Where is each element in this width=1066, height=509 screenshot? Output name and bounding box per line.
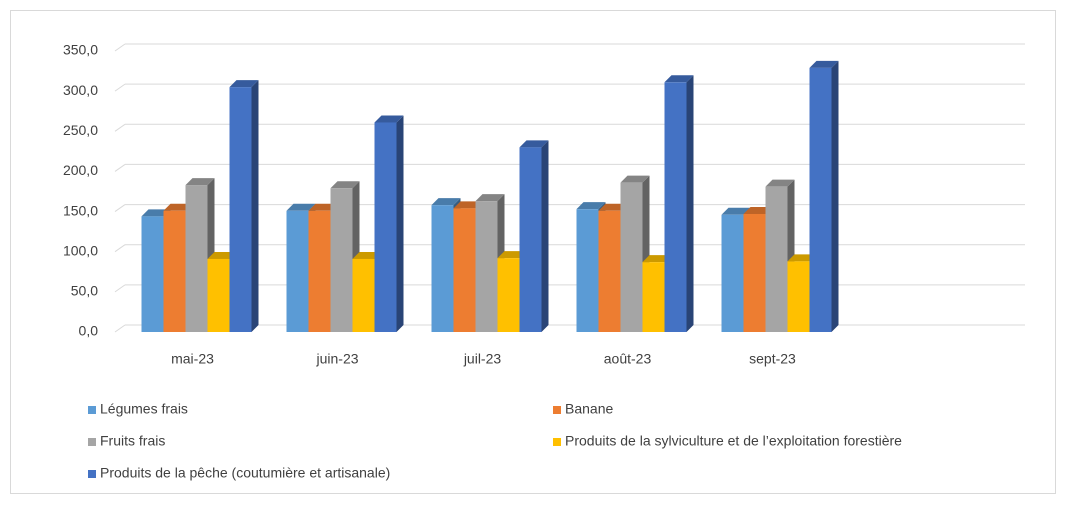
bar-top [308,203,338,211]
x-tick-label: juin-23 [315,351,358,367]
bar [352,258,375,332]
legend-swatch [88,406,96,414]
bar-top [163,203,193,211]
bar-top [453,201,483,209]
bar [497,258,520,332]
bar [141,216,164,332]
bar [330,188,353,332]
bar-top [286,203,316,211]
bar [431,205,454,332]
bar-top [330,181,360,189]
grid-line [114,244,126,253]
bar [765,186,788,332]
y-tick-label: 350,0 [63,42,98,58]
y-tick-label: 250,0 [63,122,98,138]
y-tick-label: 300,0 [63,82,98,98]
bar-top [475,194,505,202]
legend-swatch [553,438,561,446]
x-tick-label: août-23 [604,351,652,367]
bar-side [686,75,694,332]
bar-top [721,207,751,215]
bar [743,213,766,332]
bar [664,82,687,332]
bar [642,262,665,332]
bar-top [642,255,672,263]
bar [519,147,542,332]
grid-line [114,123,126,132]
y-tick-label: 100,0 [63,242,98,258]
x-tick-label: juil-23 [463,351,502,367]
bar-side [541,140,549,332]
bar-top [497,251,527,259]
grid-line [114,83,126,92]
legend-label: Banane [565,401,613,417]
bar-top [229,80,259,88]
bar [229,87,252,332]
bar-side [831,60,839,333]
bar-top [576,202,606,210]
bar [787,261,810,332]
grid-line [114,43,126,52]
x-tick-label: mai-23 [171,351,214,367]
bar [308,210,331,332]
bar [576,209,599,332]
grid-line [114,284,126,293]
bar [286,210,309,332]
bar-top [431,198,461,206]
legend-swatch [553,406,561,414]
bar [374,122,397,332]
bar [721,214,744,332]
bar-top [620,175,650,183]
legend-label: Légumes frais [100,401,188,417]
legend-label: Produits de la pêche (coutumière et arti… [100,465,390,481]
bar [598,210,621,332]
bar [475,201,498,332]
bar [453,208,476,332]
bar-top [765,179,795,187]
legend-label: Produits de la sylviculture et de l’expl… [565,433,902,449]
bar [207,258,230,332]
bar-top [743,206,773,214]
bar-top [141,209,171,217]
y-tick-label: 0,0 [79,323,99,339]
grid-line [114,324,126,333]
bar-top [185,178,215,186]
bar [620,182,643,332]
bar-top [787,254,817,262]
grid-line [114,164,126,172]
bar [809,67,832,333]
y-tick-label: 200,0 [63,162,98,178]
bar [163,210,186,332]
legend-swatch [88,438,96,446]
y-tick-label: 50,0 [71,283,98,299]
bar-top [207,251,237,259]
bar-side [396,115,404,332]
bar-top [519,140,549,148]
bar-top [352,251,382,259]
grid-line [114,204,126,212]
y-tick-label: 150,0 [63,202,98,218]
legend-swatch [88,470,96,478]
bar-top [374,115,404,123]
bar-top [809,60,839,68]
bar-top [598,203,628,211]
legend-label: Fruits frais [100,433,165,449]
bar-side [251,80,259,332]
bar [185,185,208,332]
bar-top [664,75,694,83]
x-tick-label: sept-23 [749,351,796,367]
